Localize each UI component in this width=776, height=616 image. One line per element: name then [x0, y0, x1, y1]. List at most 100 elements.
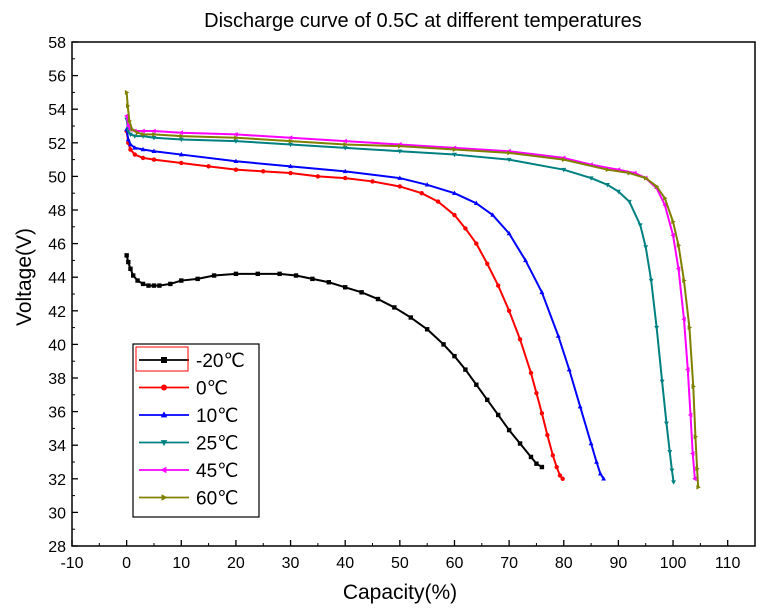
data-point — [495, 283, 501, 288]
data-point — [528, 370, 534, 376]
data-point — [562, 157, 567, 163]
data-point — [605, 167, 611, 173]
data-point — [695, 466, 700, 472]
data-point — [528, 454, 534, 460]
data-point — [140, 281, 146, 287]
y-tick-label: 54 — [48, 102, 66, 119]
data-point — [664, 421, 669, 426]
data-point — [151, 148, 157, 153]
x-tick-label: 0 — [122, 555, 131, 572]
x-tick-label: -10 — [60, 555, 83, 572]
legend-highlight — [135, 346, 189, 372]
data-point — [392, 305, 397, 310]
x-tick-label: 40 — [336, 555, 354, 572]
data-point — [343, 142, 348, 147]
data-point — [178, 151, 184, 157]
data-point — [146, 283, 151, 288]
data-point — [128, 147, 133, 152]
data-point — [682, 278, 687, 283]
data-point — [255, 271, 260, 277]
data-point — [160, 440, 168, 447]
data-point — [132, 145, 138, 150]
data-point — [124, 89, 130, 95]
data-point — [397, 149, 403, 154]
data-point — [342, 138, 347, 144]
data-point — [233, 131, 238, 137]
data-point — [287, 135, 293, 141]
legend-label: -20℃ — [196, 351, 245, 372]
series-2 — [124, 126, 607, 481]
data-point — [693, 434, 699, 440]
data-point — [441, 342, 446, 347]
y-tick-label: 40 — [48, 337, 66, 354]
data-point — [161, 384, 167, 391]
data-point — [506, 230, 512, 236]
data-point — [637, 223, 643, 228]
x-tick-label: 110 — [715, 555, 741, 572]
data-point — [506, 157, 512, 163]
data-point — [233, 271, 239, 277]
data-point — [463, 367, 468, 372]
data-point — [124, 113, 129, 119]
x-tick-label: 30 — [282, 555, 300, 572]
data-point — [452, 190, 457, 195]
y-tick-label: 32 — [48, 472, 66, 489]
y-tick-label: 56 — [48, 69, 66, 86]
data-point — [670, 232, 675, 238]
series-1 — [124, 128, 565, 481]
series-3 — [124, 117, 677, 485]
data-point — [206, 164, 211, 169]
data-point — [615, 189, 621, 195]
data-point — [495, 412, 501, 418]
data-point — [490, 212, 496, 217]
data-point — [161, 357, 167, 363]
data-point — [671, 480, 677, 485]
y-tick-label: 42 — [48, 304, 66, 321]
y-tick-label: 36 — [48, 405, 66, 422]
data-point — [141, 131, 146, 137]
data-point — [179, 160, 184, 166]
data-point — [152, 131, 157, 137]
data-point — [342, 146, 348, 151]
data-point — [179, 278, 184, 283]
data-point — [692, 476, 697, 482]
data-point — [594, 459, 599, 464]
data-point — [643, 245, 649, 250]
data-point — [545, 432, 550, 438]
y-tick-label: 34 — [48, 438, 66, 455]
data-point — [648, 278, 654, 284]
x-tick-label: 20 — [227, 555, 245, 572]
data-point — [151, 283, 157, 288]
data-point — [474, 241, 479, 246]
legend-label: 10℃ — [196, 406, 238, 427]
x-tick-label: 10 — [172, 555, 190, 572]
x-tick-label: 50 — [391, 555, 409, 572]
data-point — [124, 253, 129, 258]
data-point — [293, 273, 299, 278]
series-0 — [124, 253, 545, 470]
data-point — [685, 367, 690, 373]
chart-title: Discharge curve of 0.5C at different tem… — [204, 10, 642, 32]
legend-box — [132, 343, 260, 518]
y-tick-label: 30 — [48, 505, 66, 522]
data-point — [626, 199, 632, 205]
data-point — [691, 383, 696, 389]
x-tick-label: 80 — [555, 555, 573, 572]
data-point — [125, 129, 131, 134]
data-point — [326, 280, 332, 285]
data-point — [663, 195, 668, 201]
x-axis-title: Capacity(%) — [343, 581, 457, 604]
x-tick-label: 100 — [660, 555, 687, 572]
data-point — [485, 261, 490, 266]
data-point — [151, 157, 157, 162]
data-point — [132, 134, 138, 139]
data-point — [654, 325, 660, 331]
series-layer — [124, 89, 701, 490]
data-point — [127, 118, 133, 124]
data-point — [643, 175, 649, 181]
data-point — [261, 169, 266, 174]
data-point — [288, 170, 293, 176]
data-point — [452, 147, 458, 152]
data-point — [128, 132, 133, 138]
